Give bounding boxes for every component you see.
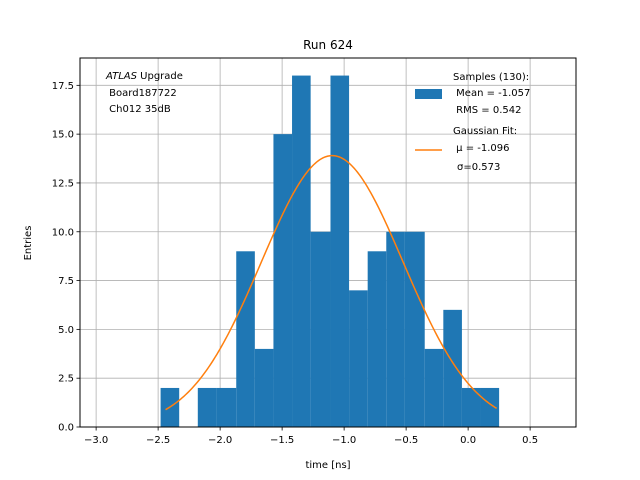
x-tick-label: 0.5 bbox=[522, 435, 538, 446]
histogram-bar bbox=[197, 387, 217, 427]
legend-samples-title: Samples (130): bbox=[453, 72, 529, 83]
y-tick-label: 10.0 bbox=[52, 227, 74, 238]
x-tick-label: −3.0 bbox=[84, 435, 108, 446]
plot-frame bbox=[79, 57, 577, 428]
histogram-bar bbox=[349, 290, 368, 427]
x-tick-label: −0.5 bbox=[394, 435, 418, 446]
histogram-bar bbox=[216, 387, 237, 427]
histogram-bar bbox=[273, 134, 293, 427]
histogram-bar bbox=[367, 251, 387, 427]
gaussian-fit bbox=[165, 154, 498, 411]
legend-fit-sigma: σ=0.573 bbox=[457, 162, 500, 173]
plot-area bbox=[79, 57, 577, 428]
legend-samples-rms: RMS = 0.542 bbox=[453, 105, 521, 116]
histogram-bar bbox=[424, 348, 444, 427]
gaussian-fit-line bbox=[165, 154, 498, 411]
annotation-line-1: ATLAS Upgrade bbox=[105, 71, 183, 82]
x-tick-label: −2.0 bbox=[208, 435, 232, 446]
y-tick-label: 7.5 bbox=[58, 276, 74, 287]
y-tick-label: 5.0 bbox=[58, 325, 74, 336]
histogram-bar bbox=[330, 75, 350, 428]
y-tick-label: 2.5 bbox=[58, 374, 74, 385]
histogram-bar bbox=[386, 231, 405, 427]
histogram-bar bbox=[310, 231, 331, 427]
x-tick-label: 0.0 bbox=[460, 435, 476, 446]
legend-fit-mu: μ = -1.096 bbox=[453, 143, 510, 154]
y-tick-label: 0.0 bbox=[58, 423, 74, 434]
x-tick-label: −2.5 bbox=[146, 435, 170, 446]
histogram-bar bbox=[236, 251, 255, 427]
histogram-bar bbox=[443, 309, 462, 427]
annotation-line-3: Ch012 35dB bbox=[106, 104, 171, 115]
legend-fit-title: Gaussian Fit: bbox=[453, 126, 517, 137]
histogram-bar bbox=[254, 348, 274, 427]
y-tick-label: 12.5 bbox=[52, 178, 74, 189]
y-tick-label: 15.0 bbox=[52, 130, 74, 141]
histogram-bar bbox=[480, 387, 500, 427]
chart-title: Run 624 bbox=[303, 38, 353, 52]
atlas-italic: ATLAS bbox=[105, 71, 138, 82]
y-axis: 0.0 2.5 5.0 7.5 10.0 12.5 15.0 17.5 bbox=[52, 81, 80, 434]
x-axis-label: time [ns] bbox=[305, 460, 350, 471]
histogram-bars bbox=[160, 75, 500, 428]
histogram-bar bbox=[404, 231, 425, 427]
legend-samples-swatch bbox=[415, 89, 442, 99]
y-axis-label: Entries bbox=[23, 226, 34, 261]
legend-samples-mean: Mean = -1.057 bbox=[453, 88, 530, 99]
x-tick-label: −1.0 bbox=[332, 435, 356, 446]
histogram-bar bbox=[292, 75, 311, 428]
x-axis: −3.0 −2.5 −2.0 −1.5 −1.0 −0.5 0.0 0.5 bbox=[84, 427, 538, 446]
histogram-bar bbox=[461, 387, 481, 427]
y-tick-label: 17.5 bbox=[52, 81, 74, 92]
legend: Samples (130): Mean = -1.057 RMS = 0.542… bbox=[415, 72, 530, 173]
annotation-line-2: Board187722 bbox=[106, 88, 177, 99]
atlas-annotation: ATLAS Upgrade Board187722 Ch012 35dB bbox=[105, 71, 183, 115]
x-tick-label: −1.5 bbox=[270, 435, 294, 446]
atlas-upgrade: Upgrade bbox=[137, 71, 183, 82]
